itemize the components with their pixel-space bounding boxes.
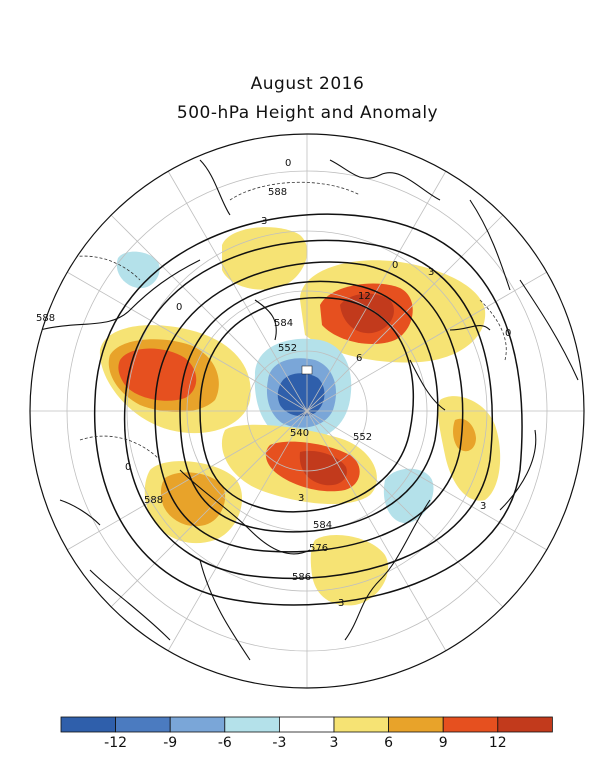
height-label: 576 — [309, 543, 328, 554]
pole-marker — [301, 365, 313, 375]
anomaly-label: 0 — [285, 158, 291, 169]
map-subtitle: 500-hPa Height and Anomaly — [176, 103, 439, 123]
height-label: 586 — [292, 572, 311, 583]
colorbar-swatch — [224, 716, 280, 733]
map-title: August 2016 — [250, 74, 365, 94]
height-label: 584 — [313, 520, 332, 531]
colorbar-swatch — [169, 716, 226, 733]
colorbar-swatch — [115, 716, 171, 733]
anomaly-region-europe-mid — [453, 418, 476, 452]
anomaly-region-atlantic-negative — [383, 468, 434, 524]
coastlines — [39, 159, 579, 661]
anomaly-label-group: 0 3 0 3 0 12 6 0 3 3 0 3 — [125, 158, 511, 609]
height-label: 588 — [144, 495, 163, 506]
anomaly-label: 3 — [480, 501, 486, 512]
height-label-group: 588 584 552 540 552 584 576 586 588 588 — [36, 187, 372, 583]
colorbar-swatch — [442, 716, 499, 733]
anomaly-label: 3 — [428, 267, 434, 278]
graticule — [30, 134, 584, 688]
map-disk — [30, 134, 584, 688]
height-label: 552 — [278, 343, 297, 354]
anomaly-label: 0 — [176, 302, 182, 313]
anomaly-region-pacific — [310, 535, 389, 606]
height-label: 584 — [274, 318, 293, 329]
anomaly-shading — [99, 227, 501, 606]
colorbar: -12 -9 -6 -3 3 6 9 12 — [60, 716, 553, 751]
anomaly-label: 0 — [392, 260, 398, 271]
anomaly-label: 0 — [125, 462, 131, 473]
colorbar-swatch — [497, 716, 553, 733]
anomaly-region-east-asia-mid — [160, 472, 226, 527]
colorbar-tick-label: 6 — [384, 735, 393, 751]
colorbar-tick-label: 9 — [439, 735, 448, 751]
anomaly-contours — [59, 181, 507, 461]
colorbar-tick-label: -6 — [218, 735, 232, 751]
colorbar-tick-label: 12 — [489, 735, 507, 751]
height-label: 588 — [36, 313, 55, 324]
anomaly-region-greenland — [222, 227, 308, 290]
anomaly-label: 3 — [298, 493, 304, 504]
colorbar-tick-label: -9 — [163, 735, 177, 751]
height-label: 588 — [268, 187, 287, 198]
anomaly-region-north-atlantic-core — [340, 293, 394, 334]
anomaly-label: 12 — [358, 291, 371, 302]
colorbar-tick-label: 3 — [330, 735, 339, 751]
anomaly-label: 6 — [356, 353, 362, 364]
height-contours — [93, 213, 523, 606]
map-border — [29, 133, 585, 689]
anomaly-region-siberia-core — [118, 348, 197, 401]
anomaly-label: 3 — [261, 216, 267, 227]
colorbar-swatch — [60, 716, 116, 733]
colorbar-tick-label: -12 — [104, 735, 127, 751]
colorbar-swatch — [333, 716, 389, 733]
anomaly-label: 3 — [338, 598, 344, 609]
anomaly-region-arctic-core — [277, 373, 325, 417]
colorbar-tick-label: -3 — [272, 735, 286, 751]
height-label: 540 — [290, 428, 309, 439]
colorbar-swatch — [278, 716, 335, 733]
height-label: 552 — [353, 432, 372, 443]
colorbar-swatch — [388, 716, 444, 733]
anomaly-label: 0 — [505, 328, 511, 339]
